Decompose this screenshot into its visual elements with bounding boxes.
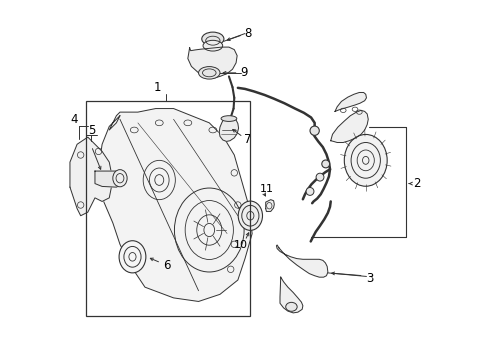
Ellipse shape [203, 40, 222, 51]
Text: 5: 5 [89, 124, 96, 137]
Ellipse shape [221, 116, 237, 121]
Ellipse shape [322, 160, 330, 168]
Polygon shape [331, 111, 368, 143]
Text: 7: 7 [245, 134, 252, 147]
Polygon shape [335, 93, 367, 111]
Text: 1: 1 [154, 81, 161, 94]
Ellipse shape [198, 67, 220, 79]
Text: 2: 2 [413, 177, 420, 190]
Ellipse shape [310, 126, 319, 135]
Polygon shape [280, 277, 303, 313]
Text: 3: 3 [366, 272, 373, 285]
Polygon shape [220, 118, 239, 141]
Polygon shape [98, 109, 252, 301]
Text: 11: 11 [260, 184, 274, 194]
Polygon shape [70, 137, 113, 216]
Ellipse shape [119, 241, 146, 273]
Ellipse shape [286, 302, 297, 311]
Polygon shape [188, 47, 237, 78]
Ellipse shape [202, 32, 224, 46]
Text: 10: 10 [234, 240, 247, 250]
Text: 8: 8 [244, 27, 251, 40]
Ellipse shape [238, 201, 263, 230]
Ellipse shape [344, 134, 387, 186]
Bar [86, 102, 250, 316]
Ellipse shape [113, 170, 127, 187]
Polygon shape [266, 200, 274, 211]
Text: 9: 9 [240, 66, 247, 79]
Ellipse shape [316, 173, 324, 181]
Text: 4: 4 [70, 113, 77, 126]
Ellipse shape [306, 188, 314, 195]
Polygon shape [95, 171, 123, 187]
Text: 6: 6 [163, 258, 171, 271]
Polygon shape [276, 245, 328, 277]
